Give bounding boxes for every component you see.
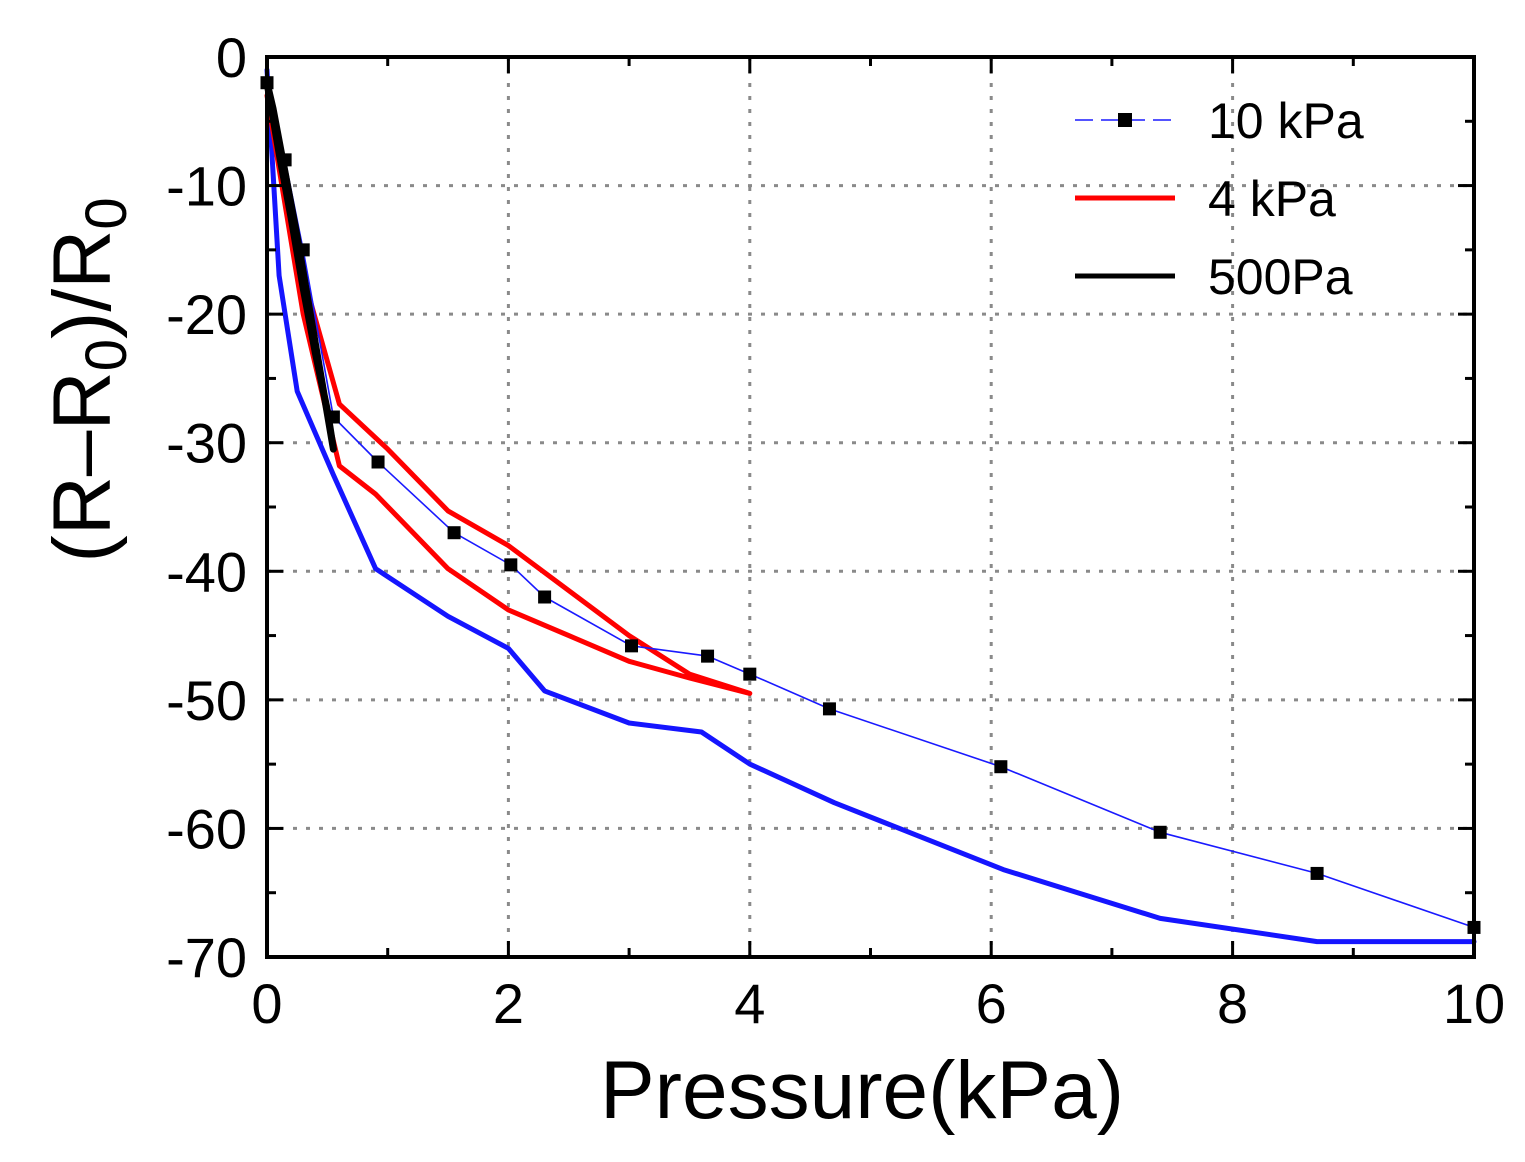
y-tick-label: 0 (216, 26, 247, 89)
x-tick-label: 8 (1217, 972, 1248, 1035)
y-tick-label: -60 (166, 797, 247, 860)
series-line-4-kpa (264, 93, 753, 696)
y-tick-label: -40 (166, 540, 247, 603)
series-marker (1153, 825, 1167, 839)
y-title-minus: –R (37, 371, 128, 476)
x-tick-labels: 0 2 4 6 8 10 (251, 972, 1505, 1035)
series-marker (822, 702, 836, 716)
series-marker (701, 649, 715, 663)
y-tick-label: -10 (166, 155, 247, 218)
series-marker (994, 760, 1008, 774)
y-tick-labels: 0 -10 -20 -30 -40 -50 -60 -70 (166, 26, 247, 989)
series-marker (504, 558, 518, 572)
y-tick-label: -50 (166, 669, 247, 732)
legend: 10 kPa 4 kPa 500Pa (1075, 93, 1364, 305)
axis-ticks (265, 55, 1476, 959)
legend-label: 4 kPa (1208, 171, 1336, 227)
series-marker (371, 455, 385, 469)
y-tick-label: -20 (166, 283, 247, 346)
y-title-open: (R (37, 476, 128, 563)
series-line-lower-curve (264, 67, 1477, 945)
legend-label: 500Pa (1208, 249, 1353, 305)
series-marker (538, 590, 552, 604)
series-marker (625, 639, 639, 653)
y-title-mid: )/R (37, 230, 128, 339)
x-tick-label: 6 (976, 972, 1007, 1035)
legend-marker (1118, 113, 1132, 127)
legend-label: 10 kPa (1208, 93, 1364, 149)
x-axis-title: Pressure(kPa) (600, 1045, 1124, 1136)
series-group (260, 67, 1481, 945)
series-marker (1310, 866, 1324, 880)
y-axis-title: (R–R0)/R0 (37, 197, 139, 562)
x-tick-label: 0 (251, 972, 282, 1035)
x-tick-label: 2 (493, 972, 524, 1035)
series-marker (447, 526, 461, 540)
y-tick-label: -70 (166, 926, 247, 989)
y-title-sub1: 0 (74, 339, 139, 371)
series-marker (743, 667, 757, 681)
y-tick-label: -30 (166, 412, 247, 475)
series-line-500pa (263, 79, 337, 453)
y-title-sub2: 0 (74, 197, 139, 229)
x-tick-label: 10 (1443, 972, 1505, 1035)
series-line-10-kpa (266, 81, 1475, 929)
x-tick-label: 4 (734, 972, 765, 1035)
